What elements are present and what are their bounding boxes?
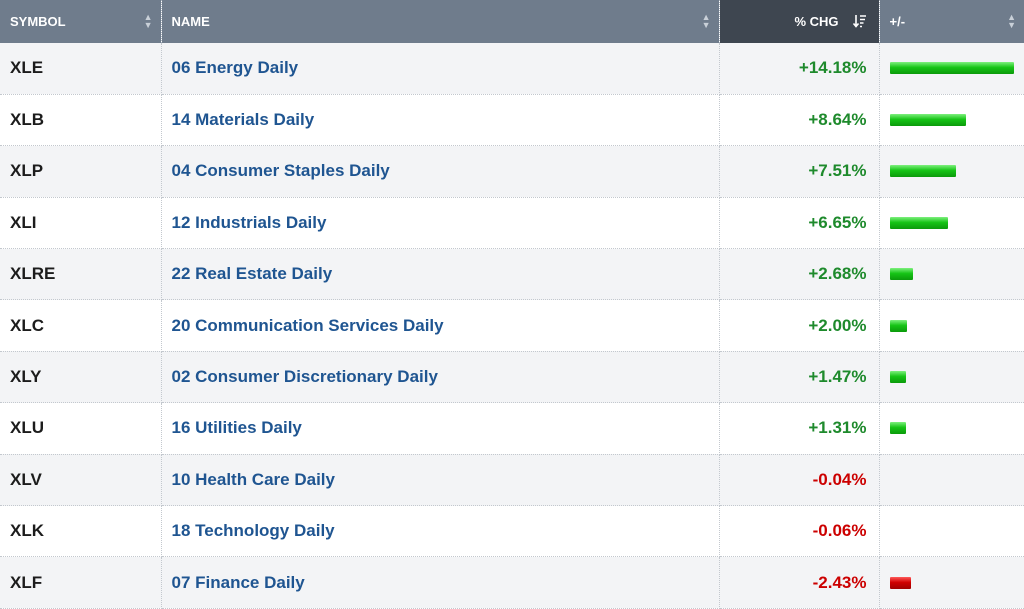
positive-change-bar: [889, 422, 906, 435]
pct-change-cell: +2.00%: [719, 299, 880, 352]
table-row[interactable]: XLK 18 Technology Daily -0.06%: [0, 505, 1024, 558]
column-header-pct-chg-label: % CHG: [794, 14, 839, 29]
change-bar-cell: [879, 454, 1024, 507]
table-row[interactable]: XLV 10 Health Care Daily -0.04%: [0, 454, 1024, 507]
pct-change-cell: +14.18%: [719, 43, 880, 95]
table-row[interactable]: XLU 16 Utilities Daily +1.31%: [0, 402, 1024, 455]
change-bar-cell: [879, 402, 1024, 455]
symbol-cell: XLV: [0, 454, 162, 507]
column-header-name-label: NAME: [171, 14, 210, 29]
column-header-pct-chg[interactable]: % CHG: [719, 0, 880, 43]
positive-change-bar: [889, 165, 956, 178]
positive-change-bar: [889, 319, 907, 332]
column-header-symbol[interactable]: SYMBOL ▲ ▼: [0, 0, 162, 43]
name-link[interactable]: 16 Utilities Daily: [161, 402, 720, 455]
table-row[interactable]: XLF 07 Finance Daily -2.43%: [0, 556, 1024, 609]
positive-change-bar: [889, 371, 906, 384]
sort-descending-icon[interactable]: [852, 14, 867, 28]
name-link[interactable]: 04 Consumer Staples Daily: [161, 145, 720, 198]
pct-change-cell: +1.31%: [719, 402, 880, 455]
table-header-row: SYMBOL ▲ ▼ NAME ▲ ▼ % CHG +/- ▲ ▼: [0, 0, 1024, 43]
column-header-name[interactable]: NAME ▲ ▼: [161, 0, 720, 43]
column-header-change-bar-label: +/-: [889, 14, 906, 29]
symbol-cell: XLF: [0, 556, 162, 609]
name-link[interactable]: 10 Health Care Daily: [161, 454, 720, 507]
name-link[interactable]: 14 Materials Daily: [161, 94, 720, 147]
name-link[interactable]: 20 Communication Services Daily: [161, 299, 720, 352]
negative-change-bar: [889, 576, 911, 589]
name-link[interactable]: 06 Energy Daily: [161, 43, 720, 95]
symbol-cell: XLP: [0, 145, 162, 198]
table-row[interactable]: XLY 02 Consumer Discretionary Daily +1.47%: [0, 351, 1024, 404]
table-body: XLE 06 Energy Daily +14.18% XLB 14 Materials…: [0, 43, 1024, 609]
change-bar-cell: [879, 145, 1024, 198]
symbol-cell: XLB: [0, 94, 162, 147]
symbol-cell: XLC: [0, 299, 162, 352]
name-link[interactable]: 07 Finance Daily: [161, 556, 720, 609]
symbol-cell: XLE: [0, 43, 162, 95]
table-row[interactable]: XLB 14 Materials Daily +8.64%: [0, 94, 1024, 147]
change-bar-cell: [879, 197, 1024, 250]
positive-change-bar: [889, 268, 913, 281]
table-row[interactable]: XLE 06 Energy Daily +14.18%: [0, 43, 1024, 95]
symbol-cell: XLK: [0, 505, 162, 558]
pct-change-cell: +6.65%: [719, 197, 880, 250]
change-bar-cell: [879, 248, 1024, 301]
pct-change-cell: +1.47%: [719, 351, 880, 404]
pct-change-cell: +8.64%: [719, 94, 880, 147]
pct-change-cell: +7.51%: [719, 145, 880, 198]
name-link[interactable]: 12 Industrials Daily: [161, 197, 720, 250]
name-link[interactable]: 02 Consumer Discretionary Daily: [161, 351, 720, 404]
pct-change-cell: -0.04%: [719, 454, 880, 507]
sort-updown-icon[interactable]: ▲ ▼: [1007, 12, 1016, 30]
change-bar-cell: [879, 556, 1024, 609]
change-bar-cell: [879, 299, 1024, 352]
change-bar-cell: [879, 94, 1024, 147]
name-link[interactable]: 22 Real Estate Daily: [161, 248, 720, 301]
symbol-cell: XLU: [0, 402, 162, 455]
symbol-cell: XLY: [0, 351, 162, 404]
table-row[interactable]: XLRE 22 Real Estate Daily +2.68%: [0, 248, 1024, 301]
name-link[interactable]: 18 Technology Daily: [161, 505, 720, 558]
sort-updown-icon[interactable]: ▲ ▼: [143, 12, 153, 30]
table-row[interactable]: XLP 04 Consumer Staples Daily +7.51%: [0, 145, 1024, 198]
symbol-cell: XLI: [0, 197, 162, 250]
positive-change-bar: [889, 114, 966, 127]
pct-change-cell: +2.68%: [719, 248, 880, 301]
symbol-cell: XLRE: [0, 248, 162, 301]
pct-change-cell: -2.43%: [719, 556, 880, 609]
column-header-symbol-label: SYMBOL: [10, 14, 66, 29]
column-header-change-bar[interactable]: +/- ▲ ▼: [879, 0, 1024, 43]
table-row[interactable]: XLI 12 Industrials Daily +6.65%: [0, 197, 1024, 250]
positive-change-bar: [889, 62, 1014, 75]
positive-change-bar: [889, 216, 948, 229]
change-bar-cell: [879, 505, 1024, 558]
table-row[interactable]: XLC 20 Communication Services Daily +2.00%: [0, 299, 1024, 352]
sort-updown-icon[interactable]: ▲ ▼: [701, 12, 711, 30]
pct-change-cell: -0.06%: [719, 505, 880, 558]
change-bar-cell: [879, 43, 1024, 95]
change-bar-cell: [879, 351, 1024, 404]
